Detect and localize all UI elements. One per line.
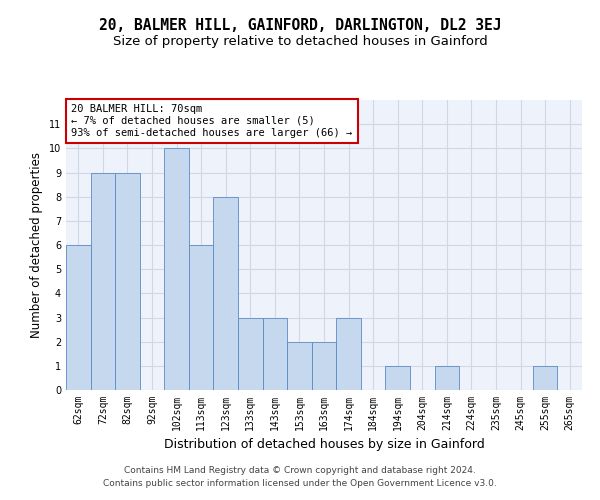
Bar	[336, 318, 361, 390]
Bar	[91, 172, 115, 390]
Bar	[533, 366, 557, 390]
X-axis label: Distribution of detached houses by size in Gainford: Distribution of detached houses by size …	[164, 438, 484, 452]
Bar	[238, 318, 263, 390]
Text: Size of property relative to detached houses in Gainford: Size of property relative to detached ho…	[113, 35, 487, 48]
Bar	[263, 318, 287, 390]
Bar	[66, 245, 91, 390]
Bar	[115, 172, 140, 390]
Bar	[164, 148, 189, 390]
Bar	[312, 342, 336, 390]
Bar	[385, 366, 410, 390]
Bar	[189, 245, 214, 390]
Text: 20 BALMER HILL: 70sqm
← 7% of detached houses are smaller (5)
93% of semi-detach: 20 BALMER HILL: 70sqm ← 7% of detached h…	[71, 104, 352, 138]
Text: Contains HM Land Registry data © Crown copyright and database right 2024.
Contai: Contains HM Land Registry data © Crown c…	[103, 466, 497, 487]
Bar	[434, 366, 459, 390]
Bar	[214, 196, 238, 390]
Text: 20, BALMER HILL, GAINFORD, DARLINGTON, DL2 3EJ: 20, BALMER HILL, GAINFORD, DARLINGTON, D…	[99, 18, 501, 32]
Bar	[287, 342, 312, 390]
Y-axis label: Number of detached properties: Number of detached properties	[31, 152, 43, 338]
